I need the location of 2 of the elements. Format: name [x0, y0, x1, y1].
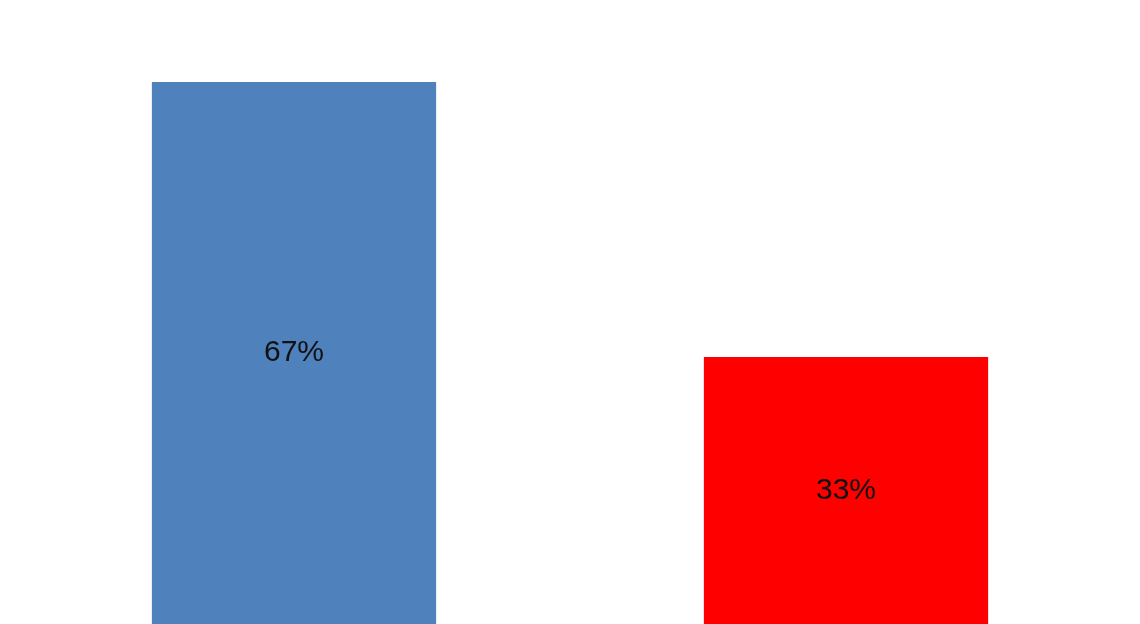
data-label: 33% — [815, 471, 877, 505]
data-label: 67% — [263, 334, 325, 368]
